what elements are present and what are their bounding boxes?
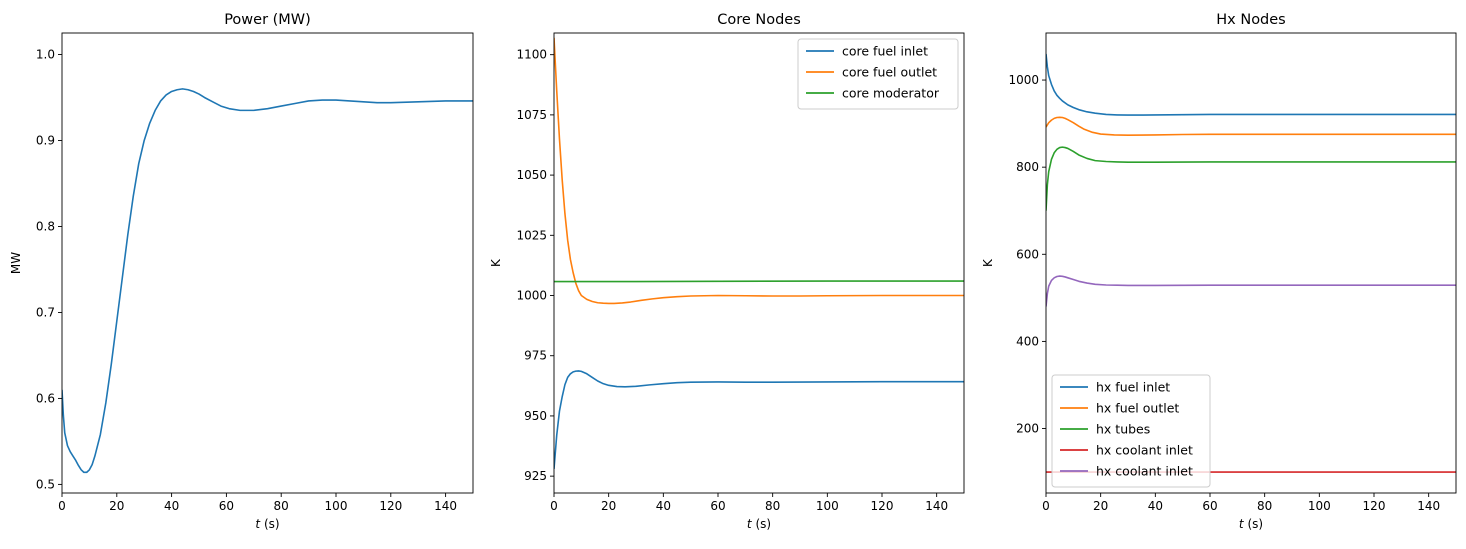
x-tick-label: 120 — [379, 499, 402, 513]
x-tick-label: 60 — [219, 499, 234, 513]
y-tick-label: 1.0 — [36, 47, 55, 61]
legend-label: core fuel inlet — [842, 44, 928, 59]
chart-title: Power (MW) — [224, 12, 311, 28]
x-tick-label: 80 — [274, 499, 289, 513]
y-axis-label: MW — [9, 252, 23, 274]
series-line-2 — [554, 37, 964, 305]
y-tick-label: 950 — [524, 409, 547, 423]
y-tick-label: 0.8 — [36, 219, 55, 233]
x-axis-label-unit: (s) — [752, 517, 771, 531]
x-tick-label: 20 — [1093, 499, 1108, 513]
x-tick-label: 80 — [765, 499, 780, 513]
y-tick-label: 400 — [1016, 334, 1039, 348]
x-tick-label: 100 — [1308, 499, 1331, 513]
x-axis-label-unit: (s) — [260, 517, 279, 531]
x-axis-label-var: t — [1239, 517, 1245, 531]
x-tick-label: 80 — [1257, 499, 1272, 513]
x-axis-label-var: t — [747, 517, 753, 531]
chart-1: 0 20 40 60 80 100 120 140 0.5 0.6 0.7 0.8 0.9 1.0 Powe… — [9, 12, 474, 531]
plot-frame — [61, 32, 474, 494]
chart-title: Hx Nodes — [1216, 12, 1286, 28]
legend-box — [797, 38, 959, 110]
series-line-1 — [554, 370, 964, 469]
series-line-1 — [1046, 53, 1456, 116]
x-tick-label: 60 — [710, 499, 725, 513]
x-tick-label: 0 — [1042, 499, 1050, 513]
y-tick-label: 1050 — [516, 168, 547, 182]
y-tick-label: 0.5 — [36, 477, 55, 491]
y-tick-label: 200 — [1016, 422, 1039, 436]
legend-label: hx tubes — [1096, 422, 1150, 437]
legend-label: core moderator — [842, 86, 940, 101]
x-tick-label: 40 — [656, 499, 671, 513]
y-tick-label: 1075 — [516, 108, 547, 122]
legend-label: hx coolant inlet — [1096, 464, 1193, 479]
legend: hx fuel inlet hx fuel outlet hx tubes hx co… — [1051, 374, 1211, 488]
x-tick-label: 140 — [1417, 499, 1440, 513]
y-tick-label: 800 — [1016, 160, 1039, 174]
y-tick-label: 1100 — [516, 48, 547, 62]
y-tick-label: 600 — [1016, 247, 1039, 261]
x-tick-label: 20 — [109, 499, 124, 513]
x-tick-label: 20 — [601, 499, 616, 513]
y-tick-label: 1000 — [516, 289, 547, 303]
plot-frame — [553, 32, 965, 494]
x-tick-label: 0 — [550, 499, 558, 513]
x-tick-label: 100 — [325, 499, 348, 513]
x-axis-label: t (s) — [747, 517, 771, 531]
y-tick-label: 925 — [524, 469, 547, 483]
y-axis-label: K — [981, 258, 995, 267]
x-axis-label: t (s) — [255, 517, 279, 531]
x-tick-label: 140 — [925, 499, 948, 513]
chart-3: 0 20 40 60 80 100 120 140 200 400 600 800 1000 Hx Nod… — [981, 12, 1457, 531]
chart-title: Core Nodes — [717, 12, 801, 28]
legend-box — [1051, 374, 1211, 488]
legend: core fuel inlet core fuel outlet core mode… — [797, 38, 959, 110]
x-axis-label: t (s) — [1239, 517, 1263, 531]
legend-label: hx coolant inlet — [1096, 443, 1193, 458]
x-tick-label: 40 — [164, 499, 179, 513]
chart-2: 0 20 40 60 80 100 120 140 925 950 975 1000 1025 1050 1… — [489, 12, 965, 531]
x-axis-label-var: t — [255, 517, 261, 531]
series-line-2 — [1046, 116, 1456, 136]
series-line-3 — [1046, 146, 1456, 211]
legend-label: core fuel outlet — [842, 65, 937, 80]
x-tick-label: 120 — [1363, 499, 1386, 513]
series-line-5 — [1046, 275, 1456, 307]
x-axis-label-unit: (s) — [1244, 517, 1263, 531]
y-tick-label: 1025 — [516, 228, 547, 242]
x-tick-label: 60 — [1202, 499, 1217, 513]
x-tick-label: 40 — [1148, 499, 1163, 513]
x-tick-label: 140 — [434, 499, 457, 513]
legend-label: hx fuel outlet — [1096, 401, 1179, 416]
legend-label: hx fuel inlet — [1096, 380, 1170, 395]
y-tick-label: 0.7 — [36, 305, 55, 319]
x-tick-label: 120 — [871, 499, 894, 513]
x-tick-label: 100 — [816, 499, 839, 513]
y-tick-label: 975 — [524, 349, 547, 363]
y-tick-label: 0.9 — [36, 133, 55, 147]
y-axis-label: K — [489, 258, 503, 267]
x-tick-label: 0 — [58, 499, 66, 513]
plot-frame — [1045, 32, 1457, 494]
y-tick-label: 0.6 — [36, 391, 55, 405]
series-line-1 — [62, 88, 473, 474]
y-tick-label: 1000 — [1008, 73, 1039, 87]
